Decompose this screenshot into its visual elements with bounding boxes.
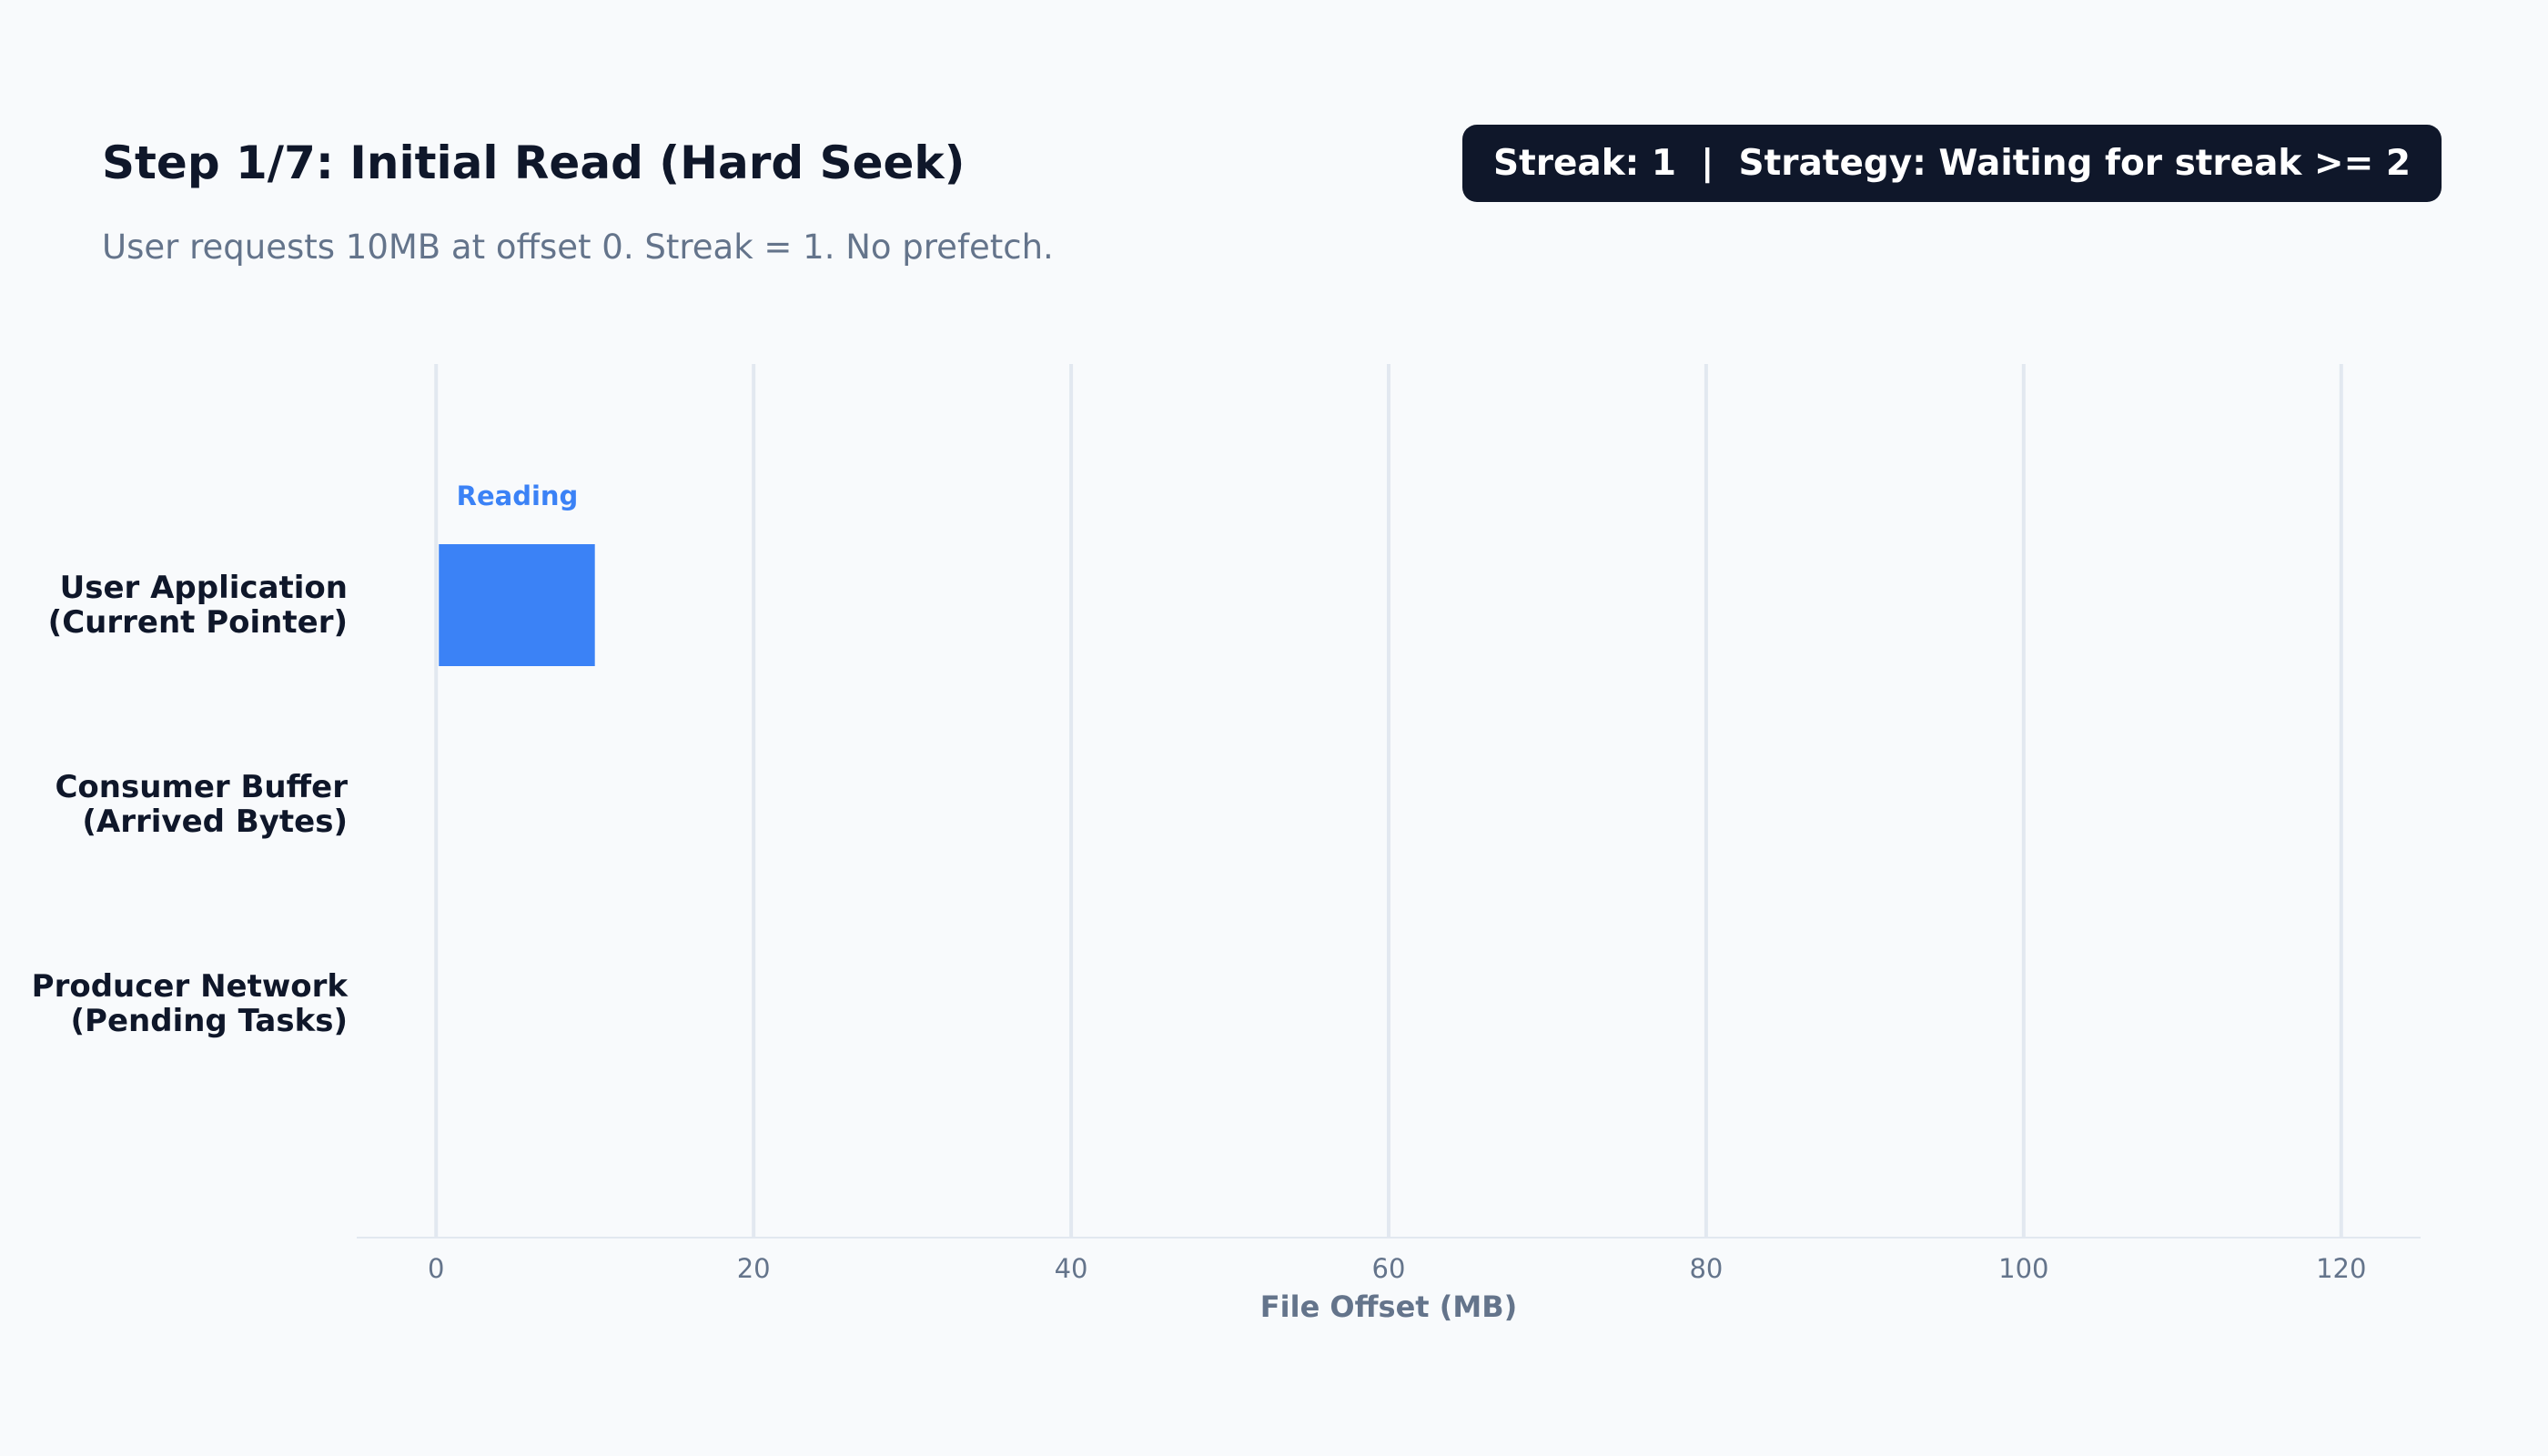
bar [439,544,595,666]
x-tick-label: 40 [1055,1253,1088,1284]
gridlines [434,364,2343,1238]
row-label-line: User Application [60,570,348,606]
row-labels: User Application (Current Pointer) Consume… [32,570,349,1039]
tick-labels: 0 20 40 60 80 100 120 [428,1253,2366,1284]
x-tick-label: 0 [428,1253,444,1284]
row-label-line: Producer Network [32,968,349,1005]
x-tick-label: 20 [737,1253,771,1284]
x-tick-label: 100 [1998,1253,2048,1284]
status-badge: Streak: 1 | Strategy: Waiting for streak… [1462,125,2442,202]
x-tick-label: 120 [2316,1253,2366,1284]
bar-label: Reading [457,480,579,511]
row-label-line: (Pending Tasks) [71,1003,348,1039]
row-label: Producer Network (Pending Tasks) [32,968,349,1039]
x-axis-label: File Offset (MB) [1260,1289,1517,1324]
x-tick-label: 60 [1372,1253,1406,1284]
row-label: Consumer Buffer (Arrived Bytes) [55,769,348,840]
row-label: User Application (Current Pointer) [48,570,348,641]
row-label-line: (Current Pointer) [48,604,348,641]
x-tick-label: 80 [1689,1253,1723,1284]
row-label-line: Consumer Buffer [55,769,348,805]
bars: Reading [439,480,595,666]
page-subtitle: User requests 10MB at offset 0. Streak =… [102,228,1054,267]
row-label-line: (Arrived Bytes) [82,804,348,840]
page-title: Step 1/7: Initial Read (Hard Seek) [102,136,966,189]
